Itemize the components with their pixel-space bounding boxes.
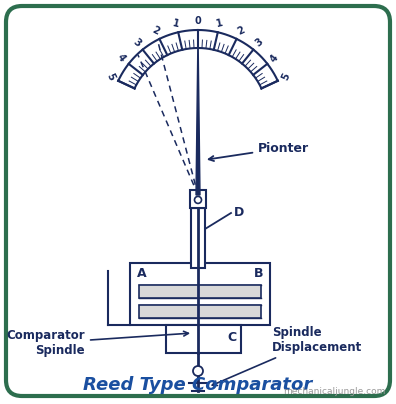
Text: mechanicaljungle.com: mechanicaljungle.com bbox=[284, 387, 386, 396]
Text: Comparator
Spindle: Comparator Spindle bbox=[6, 329, 188, 357]
Circle shape bbox=[193, 366, 203, 376]
Text: Pionter: Pionter bbox=[209, 141, 309, 161]
Text: 4: 4 bbox=[116, 53, 128, 64]
Text: 1: 1 bbox=[172, 18, 181, 29]
Bar bbox=[139, 305, 261, 318]
Text: D: D bbox=[234, 206, 244, 219]
Bar bbox=[130, 263, 270, 325]
Bar bbox=[190, 190, 206, 208]
Text: C: C bbox=[227, 331, 236, 344]
Text: Spindle
Displacement: Spindle Displacement bbox=[212, 326, 362, 385]
Text: 0: 0 bbox=[194, 16, 202, 26]
Text: 3: 3 bbox=[131, 37, 143, 48]
Text: 5: 5 bbox=[280, 72, 292, 82]
Bar bbox=[139, 285, 261, 298]
Text: 2: 2 bbox=[235, 25, 246, 37]
Circle shape bbox=[194, 196, 202, 203]
Text: 4: 4 bbox=[268, 53, 280, 64]
Bar bbox=[191, 208, 205, 268]
FancyBboxPatch shape bbox=[6, 6, 390, 396]
Text: 3: 3 bbox=[253, 37, 265, 48]
Bar bbox=[166, 325, 241, 353]
Polygon shape bbox=[196, 32, 200, 195]
Text: A: A bbox=[137, 267, 147, 280]
Text: B: B bbox=[254, 267, 263, 280]
Text: 5: 5 bbox=[104, 72, 116, 82]
Text: 2: 2 bbox=[150, 25, 161, 37]
Text: Reed Type Comparator: Reed Type Comparator bbox=[84, 376, 312, 394]
Text: 1: 1 bbox=[215, 18, 224, 29]
